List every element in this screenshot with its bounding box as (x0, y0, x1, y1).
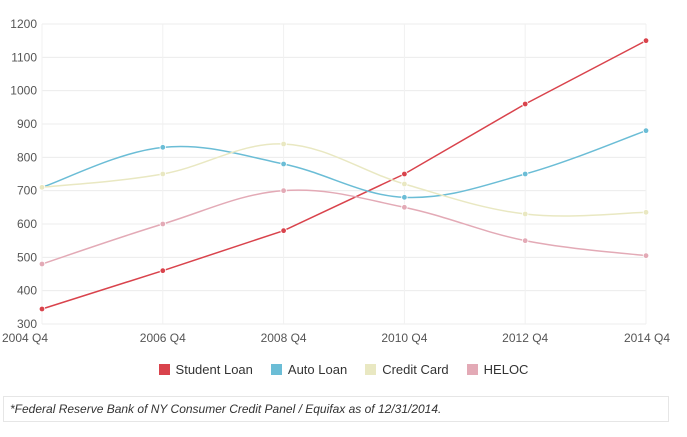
series-line (41, 129, 647, 199)
series-auto-loan (38, 127, 650, 201)
y-tick-label: 400 (17, 284, 37, 298)
data-point[interactable] (159, 144, 166, 151)
data-point[interactable] (38, 305, 46, 313)
data-point[interactable] (280, 187, 287, 194)
data-point[interactable] (642, 209, 650, 216)
y-tick-label: 1100 (11, 50, 37, 64)
data-point[interactable] (401, 194, 408, 201)
legend-label: Credit Card (382, 362, 449, 377)
y-tick-label: 800 (17, 150, 37, 164)
legend-swatch (466, 364, 478, 375)
legend-item[interactable]: Credit Card (365, 362, 449, 377)
y-tick-label: 300 (17, 317, 37, 331)
legend-label: HELOC (483, 362, 529, 377)
data-point[interactable] (159, 267, 166, 274)
footnote: *Federal Reserve Bank of NY Consumer Cre… (3, 396, 669, 422)
x-tick-label: 2006 Q4 (140, 331, 186, 345)
data-point[interactable] (522, 170, 529, 178)
data-point[interactable] (159, 220, 166, 228)
series-credit-card (38, 140, 650, 218)
axes: 300 400 500 600 700 800 900 1000 1100 1200 2004 Q4… (2, 17, 670, 345)
data-point[interactable] (642, 252, 650, 259)
y-tick-label: 900 (17, 117, 37, 131)
legend-swatch (270, 364, 282, 375)
series-line (41, 40, 647, 310)
y-tick-label: 500 (17, 250, 37, 264)
y-tick-label: 600 (17, 217, 37, 231)
legend-label: Auto Loan (287, 362, 348, 377)
y-tick-label: 1200 (10, 17, 37, 31)
legend-item[interactable]: HELOC (466, 362, 529, 377)
x-tick-label: 2012 Q4 (502, 331, 548, 345)
legend-item[interactable]: Auto Loan (270, 362, 348, 377)
y-tick-label: 1000 (10, 84, 37, 98)
data-point[interactable] (642, 37, 650, 44)
data-point[interactable] (642, 127, 650, 134)
series-student-loan (38, 37, 650, 313)
data-point[interactable] (280, 227, 287, 234)
data-point[interactable] (280, 160, 287, 168)
x-tick-label: 2014 Q4 (624, 331, 670, 345)
data-point[interactable] (522, 237, 529, 244)
grid (41, 23, 647, 325)
legend-swatch (158, 364, 170, 375)
series-heloc (38, 187, 650, 268)
legend-swatch (365, 364, 377, 375)
x-tick-label: 2008 Q4 (261, 331, 307, 345)
series-line (41, 189, 647, 265)
data-point[interactable] (401, 180, 408, 188)
y-tick-label: 700 (17, 184, 37, 198)
data-point[interactable] (280, 140, 287, 148)
legend-label: Student Loan (175, 362, 253, 377)
data-point[interactable] (522, 100, 529, 108)
data-point[interactable] (401, 204, 408, 211)
data-point[interactable] (159, 170, 166, 178)
series-layer (38, 37, 650, 313)
x-tick-label: 2010 Q4 (381, 331, 427, 345)
legend-item[interactable]: Student Loan (158, 362, 253, 377)
data-point[interactable] (38, 184, 46, 191)
series-line (41, 143, 647, 217)
data-point[interactable] (38, 260, 46, 268)
data-point[interactable] (401, 170, 408, 178)
legend: Student Loan Auto Loan Credit Card HELOC (0, 362, 687, 377)
x-tick-label: 2004 Q4 (2, 331, 48, 345)
data-point[interactable] (522, 210, 529, 218)
